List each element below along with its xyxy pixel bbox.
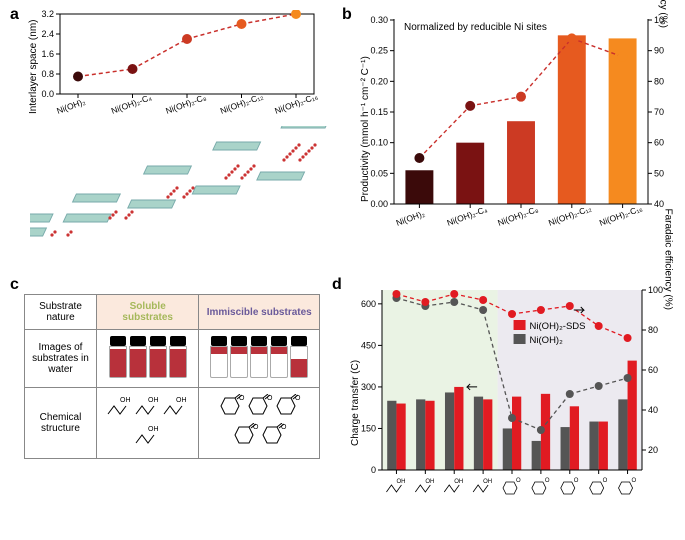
svg-text:O: O <box>574 478 579 484</box>
svg-text:0.8: 0.8 <box>41 69 54 79</box>
panel-b-label: b <box>342 6 352 24</box>
molecule-icon: OH <box>134 423 162 449</box>
svg-text:90: 90 <box>654 46 664 56</box>
panel-b-chart: Normalized by reducible Ni sites 0.00 0.0… <box>364 14 664 244</box>
svg-text:0.30: 0.30 <box>370 15 388 25</box>
svg-text:20: 20 <box>648 445 658 455</box>
molecule-icon: O <box>217 394 245 420</box>
panel-a-label: a <box>10 6 19 24</box>
svg-text:OH: OH <box>120 397 131 404</box>
svg-text:0: 0 <box>371 465 376 475</box>
panel-b-annotation: Normalized by reducible Ni sites <box>404 22 547 33</box>
svg-text:Ni(OH)₂-C₈: Ni(OH)₂-C₈ <box>164 92 208 116</box>
svg-text:O: O <box>516 478 521 484</box>
c-vials-soluble <box>97 330 199 388</box>
svg-text:50: 50 <box>654 168 664 178</box>
molecule-icon: OH <box>134 394 162 420</box>
panel-d-label: d <box>332 276 342 294</box>
c-mol-immiscible: OOOOO <box>199 388 320 459</box>
svg-text:O: O <box>545 478 550 484</box>
vial <box>149 336 167 378</box>
molecule-icon: O <box>259 423 287 449</box>
svg-text:OH: OH <box>148 426 159 433</box>
svg-text:O: O <box>295 395 301 402</box>
svg-text:60: 60 <box>648 365 658 375</box>
molecule-icon: OH <box>162 394 190 420</box>
molecule-icon: OH <box>106 394 134 420</box>
panel-a: a Interlayer space (nm) 0.00.81.62.43.2 … <box>10 6 330 256</box>
svg-text:OH: OH <box>148 397 159 404</box>
c-mol-soluble: OH OH OH OH <box>97 388 199 459</box>
panel-d-chart: 0150300450600 20406080100 OHOHOHOHOOOOO … <box>354 284 670 514</box>
svg-text:3.2: 3.2 <box>41 10 54 19</box>
svg-text:Ni(OH)₂-C₄: Ni(OH)₂-C₄ <box>110 92 154 116</box>
svg-text:O: O <box>281 424 287 431</box>
svg-text:80: 80 <box>648 325 658 335</box>
vial <box>129 336 147 378</box>
panel-c-label: c <box>10 276 19 294</box>
svg-text:600: 600 <box>361 299 376 309</box>
c-vials-immiscible <box>199 330 320 388</box>
vial <box>250 336 268 378</box>
svg-text:100: 100 <box>648 285 663 295</box>
svg-text:Ni(OH)₂: Ni(OH)₂ <box>55 96 86 116</box>
svg-text:40: 40 <box>648 405 658 415</box>
panel-d: d Charge transfer (C) Faradaic efficienc… <box>332 276 680 536</box>
svg-text:O: O <box>632 478 637 484</box>
svg-text:Ni(OH)₂-C₁₆: Ni(OH)₂-C₁₆ <box>598 203 644 228</box>
svg-text:0.25: 0.25 <box>370 46 388 56</box>
svg-text:2.4: 2.4 <box>41 29 54 39</box>
svg-text:Ni(OH)₂: Ni(OH)₂ <box>395 208 426 228</box>
vial <box>290 336 308 378</box>
svg-text:OH: OH <box>396 479 405 485</box>
svg-text:0.10: 0.10 <box>370 138 388 148</box>
svg-text:70: 70 <box>654 107 664 117</box>
svg-text:0.05: 0.05 <box>370 168 388 178</box>
svg-text:Ni(OH)₂-C₁₂: Ni(OH)₂-C₁₂ <box>547 203 593 228</box>
molecule-icon: O <box>273 394 301 420</box>
vial <box>169 336 187 378</box>
c-row-chem-label: Chemical structure <box>25 388 97 459</box>
vial <box>210 336 228 378</box>
vial <box>109 336 127 378</box>
c-head-immiscible: Immiscible substrates <box>199 295 320 330</box>
molecule-icon: O <box>245 394 273 420</box>
c-head-nature: Substrate nature <box>25 295 97 330</box>
vial <box>230 336 248 378</box>
svg-text:Ni(OH)₂-C₈: Ni(OH)₂-C₈ <box>496 204 540 228</box>
panel-c-table: Substrate nature Soluble substrates Immi… <box>24 294 320 459</box>
svg-text:0.0: 0.0 <box>41 89 54 99</box>
c-row-images-label: Images of substrates in water <box>25 330 97 388</box>
svg-text:150: 150 <box>361 423 376 433</box>
svg-text:0.15: 0.15 <box>370 107 388 117</box>
svg-text:450: 450 <box>361 340 376 350</box>
panel-c: c Substrate nature Soluble substrates Im… <box>10 276 325 526</box>
svg-text:OH: OH <box>425 479 434 485</box>
svg-text:60: 60 <box>654 138 664 148</box>
svg-text:OH: OH <box>483 479 492 485</box>
svg-text:OH: OH <box>454 479 463 485</box>
vial <box>270 336 288 378</box>
c-head-soluble: Soluble substrates <box>97 295 199 330</box>
svg-text:0.20: 0.20 <box>370 76 388 86</box>
svg-text:80: 80 <box>654 76 664 86</box>
svg-text:Ni(OH)₂-C₄: Ni(OH)₂-C₄ <box>445 204 489 228</box>
panel-a-chart: 0.0 0.8 1.6 2.4 3.2 Ni(OH)₂ Ni(OH)₂-C₄ Ni(OH)₂… <box>30 10 330 128</box>
panel-b: b Productivity (mmol h⁻¹ cm⁻² C⁻¹) Farad… <box>342 6 677 256</box>
svg-text:Ni(OH)₂: Ni(OH)₂ <box>530 335 564 346</box>
svg-text:Ni(OH)₂-SDS: Ni(OH)₂-SDS <box>530 321 586 332</box>
svg-text:1.6: 1.6 <box>41 49 54 59</box>
svg-text:300: 300 <box>361 382 376 392</box>
svg-text:O: O <box>603 478 608 484</box>
svg-text:OH: OH <box>176 397 187 404</box>
svg-text:0.00: 0.00 <box>370 199 388 209</box>
molecule-icon: O <box>231 423 259 449</box>
panel-a-schematic <box>30 126 330 256</box>
svg-text:100: 100 <box>654 15 664 25</box>
